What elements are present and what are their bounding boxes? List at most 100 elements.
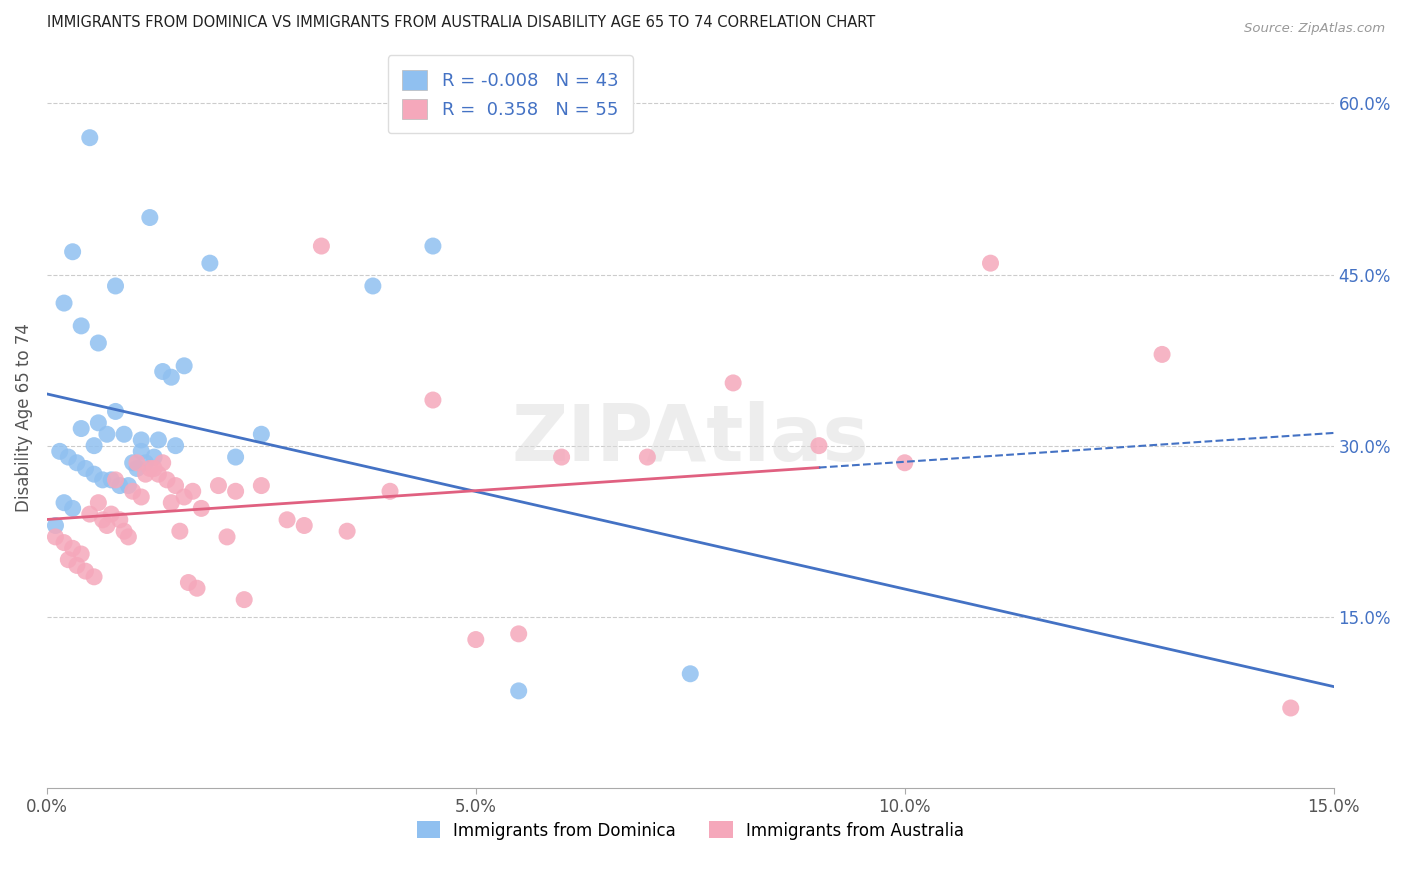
Point	[129, 433, 152, 447]
Point	[112, 427, 135, 442]
Point	[152, 364, 174, 378]
Point	[233, 592, 256, 607]
Point	[58, 450, 80, 464]
Point	[135, 456, 157, 470]
Point	[70, 547, 93, 561]
Point	[104, 473, 127, 487]
Point	[181, 484, 204, 499]
Point	[636, 450, 658, 464]
Point	[148, 433, 170, 447]
Point	[139, 461, 162, 475]
Point	[177, 575, 200, 590]
Point	[186, 581, 208, 595]
Point	[378, 484, 401, 499]
Point	[58, 552, 80, 566]
Point	[160, 496, 183, 510]
Point	[165, 439, 187, 453]
Point	[807, 439, 830, 453]
Text: IMMIGRANTS FROM DOMINICA VS IMMIGRANTS FROM AUSTRALIA DISABILITY AGE 65 TO 74 CO: IMMIGRANTS FROM DOMINICA VS IMMIGRANTS F…	[46, 15, 875, 30]
Point	[112, 524, 135, 539]
Point	[148, 467, 170, 482]
Point	[207, 478, 229, 492]
Point	[550, 450, 572, 464]
Point	[49, 444, 72, 458]
Point	[336, 524, 359, 539]
Point	[62, 244, 84, 259]
Point	[169, 524, 191, 539]
Point	[87, 416, 110, 430]
Point	[83, 467, 105, 482]
Point	[62, 501, 84, 516]
Point	[679, 666, 702, 681]
Y-axis label: Disability Age 65 to 74: Disability Age 65 to 74	[15, 323, 32, 512]
Point	[44, 530, 66, 544]
Point	[66, 456, 89, 470]
Point	[104, 279, 127, 293]
Point	[139, 211, 162, 225]
Text: Source: ZipAtlas.com: Source: ZipAtlas.com	[1244, 22, 1385, 36]
Point	[79, 130, 101, 145]
Point	[75, 564, 97, 578]
Point	[91, 513, 114, 527]
Point	[135, 467, 157, 482]
Text: ZIPAtlas: ZIPAtlas	[512, 401, 869, 477]
Point	[96, 427, 118, 442]
Point	[276, 513, 298, 527]
Point	[75, 461, 97, 475]
Point	[96, 518, 118, 533]
Point	[104, 404, 127, 418]
Point	[508, 684, 530, 698]
Point	[422, 239, 444, 253]
Point	[250, 427, 273, 442]
Point	[70, 421, 93, 435]
Point	[53, 535, 76, 549]
Legend: Immigrants from Dominica, Immigrants from Australia: Immigrants from Dominica, Immigrants fro…	[411, 814, 970, 847]
Point	[292, 518, 315, 533]
Point	[311, 239, 333, 253]
Point	[1152, 347, 1174, 361]
Point	[173, 490, 195, 504]
Point	[62, 541, 84, 556]
Point	[121, 484, 143, 499]
Point	[225, 484, 247, 499]
Point	[160, 370, 183, 384]
Point	[143, 461, 166, 475]
Point	[225, 450, 247, 464]
Point	[53, 496, 76, 510]
Point	[129, 490, 152, 504]
Point	[250, 478, 273, 492]
Point	[117, 530, 139, 544]
Point	[100, 507, 122, 521]
Point	[361, 279, 384, 293]
Point	[108, 513, 131, 527]
Point	[87, 496, 110, 510]
Point	[83, 439, 105, 453]
Point	[125, 456, 148, 470]
Point	[44, 518, 66, 533]
Point	[143, 450, 166, 464]
Point	[979, 256, 1001, 270]
Point	[125, 461, 148, 475]
Point	[70, 318, 93, 333]
Point	[215, 530, 238, 544]
Point	[91, 473, 114, 487]
Point	[508, 627, 530, 641]
Point	[87, 336, 110, 351]
Point	[121, 456, 143, 470]
Point	[165, 478, 187, 492]
Point	[422, 392, 444, 407]
Point	[190, 501, 212, 516]
Point	[66, 558, 89, 573]
Point	[100, 473, 122, 487]
Point	[173, 359, 195, 373]
Point	[108, 478, 131, 492]
Point	[53, 296, 76, 310]
Point	[893, 456, 915, 470]
Point	[1279, 701, 1302, 715]
Point	[129, 444, 152, 458]
Point	[79, 507, 101, 521]
Point	[721, 376, 744, 390]
Point	[83, 570, 105, 584]
Point	[117, 478, 139, 492]
Point	[198, 256, 221, 270]
